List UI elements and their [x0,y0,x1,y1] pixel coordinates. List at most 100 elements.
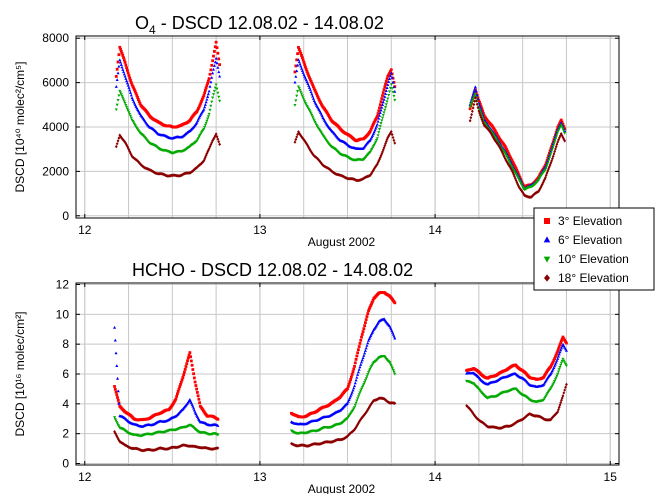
data-point [299,64,303,68]
data-point [563,139,567,143]
data-point [386,83,390,86]
data-point [213,86,217,90]
data-point [114,108,118,112]
data-point [319,101,322,105]
data-point [391,90,395,94]
data-point [348,380,352,384]
data-point [216,424,220,427]
data-point [388,74,392,78]
data-point [346,399,350,403]
data-point [199,101,203,105]
data-point [208,72,212,76]
data-point [217,57,221,61]
o4-chart: 12 13 14 0 2000 4000 6000 8000 August 2002 DSCD [… [13,13,620,249]
data-point [549,365,553,369]
data-point [559,348,563,352]
data-point [352,386,356,390]
data-point [470,97,474,101]
data-point [303,63,307,67]
data-point [206,81,210,85]
data-point [371,132,375,136]
data-point [125,66,129,70]
x-axis-label: August 2002 [308,235,376,249]
data-point [124,103,128,107]
data-point [516,170,520,174]
data-point [293,103,297,107]
data-point [494,130,498,134]
data-point [200,160,204,165]
data-point [126,146,130,150]
data-point [361,330,365,333]
data-point [135,94,139,97]
data-point [209,104,213,108]
data-point [128,149,132,154]
data-point [211,93,216,96]
data-point [364,321,367,324]
data-point [555,411,559,415]
data-point [388,71,391,75]
data-point [308,78,312,81]
data-point [375,116,378,120]
data-point [393,89,397,93]
data-point [550,362,554,366]
data-point [364,318,368,321]
data-point [385,86,389,89]
data-point [302,98,306,102]
data-point [208,84,212,88]
data-point [370,135,374,139]
data-point [369,334,373,337]
data-point [516,177,520,180]
data-point [137,160,141,165]
data-point [374,117,378,121]
data-point [117,401,121,405]
data-point [114,351,118,355]
data-point [204,86,208,90]
data-point [309,112,313,116]
data-point [121,137,125,142]
data-point [551,145,555,148]
data-point [508,161,512,165]
data-point [128,91,133,94]
data-point [196,119,200,123]
data-point [373,119,377,123]
data-point [297,130,300,134]
data-point [392,94,396,98]
data-point [218,63,222,67]
data-point [356,397,360,401]
hcho-chart: 12 13 14 15 0 2 4 6 8 10 12 August 2002 DSCD [10¹⁶ m… [13,260,620,494]
data-point [122,100,126,104]
data-point [389,70,392,73]
data-point [311,117,315,121]
data-point [128,113,132,116]
data-point [511,160,515,164]
data-point [121,68,125,71]
data-point [133,90,137,93]
data-point [371,169,375,174]
data-point [115,142,119,146]
data-point [558,122,561,126]
data-point [297,45,300,49]
data-point [196,394,200,398]
data-point [296,90,300,93]
data-point [308,148,312,152]
data-point [392,370,396,374]
data-point [114,75,118,78]
data-point [310,92,314,96]
data-point [393,141,397,145]
y-tick-label: 10 [56,307,70,321]
data-point [123,74,127,78]
data-point [558,120,562,124]
data-point [365,343,369,347]
data-point [358,418,362,423]
data-point [376,119,380,123]
data-point [129,78,132,82]
data-point [115,376,120,380]
data-point [368,305,372,309]
data-point [554,135,558,139]
data-point [389,71,393,75]
data-point [547,154,550,158]
data-point [516,175,520,179]
data-point [193,380,197,384]
data-point [376,112,380,115]
data-point [379,122,383,125]
